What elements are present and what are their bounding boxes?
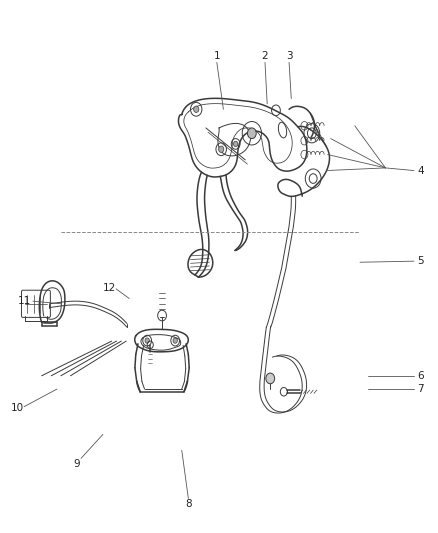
Text: 4: 4	[417, 166, 424, 175]
Circle shape	[219, 146, 224, 152]
Circle shape	[194, 106, 199, 112]
Text: 3: 3	[286, 51, 293, 61]
Text: 12: 12	[103, 283, 116, 293]
Text: 6: 6	[417, 371, 424, 381]
Circle shape	[247, 128, 256, 139]
FancyBboxPatch shape	[21, 290, 50, 318]
Text: 10: 10	[11, 403, 24, 413]
Circle shape	[266, 373, 275, 384]
Text: 8: 8	[185, 499, 192, 508]
Circle shape	[173, 338, 177, 343]
Text: 1: 1	[213, 51, 220, 61]
Text: 9: 9	[73, 459, 80, 469]
Text: 2: 2	[261, 51, 268, 61]
Text: 5: 5	[417, 256, 424, 266]
Text: 11: 11	[18, 296, 31, 306]
Circle shape	[233, 141, 238, 147]
Text: 7: 7	[417, 384, 424, 394]
Circle shape	[145, 338, 149, 343]
